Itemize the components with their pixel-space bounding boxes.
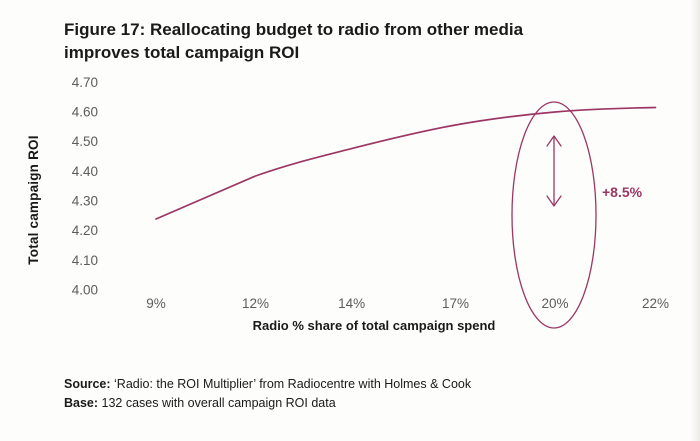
svg-text:4.40: 4.40 — [72, 164, 98, 179]
svg-text:9%: 9% — [146, 296, 166, 311]
svg-text:14%: 14% — [338, 296, 365, 311]
svg-text:12%: 12% — [242, 296, 269, 311]
svg-text:4.30: 4.30 — [72, 194, 98, 209]
svg-text:20%: 20% — [541, 296, 568, 311]
svg-text:4.60: 4.60 — [72, 105, 98, 120]
svg-text:4.10: 4.10 — [72, 253, 98, 268]
svg-text:4.00: 4.00 — [72, 283, 98, 298]
svg-text:4.50: 4.50 — [72, 134, 98, 149]
svg-text:+8.5%: +8.5% — [602, 184, 643, 200]
svg-text:4.20: 4.20 — [72, 223, 98, 238]
svg-text:4.70: 4.70 — [72, 75, 98, 90]
svg-text:17%: 17% — [442, 296, 469, 311]
svg-text:22%: 22% — [642, 296, 669, 311]
